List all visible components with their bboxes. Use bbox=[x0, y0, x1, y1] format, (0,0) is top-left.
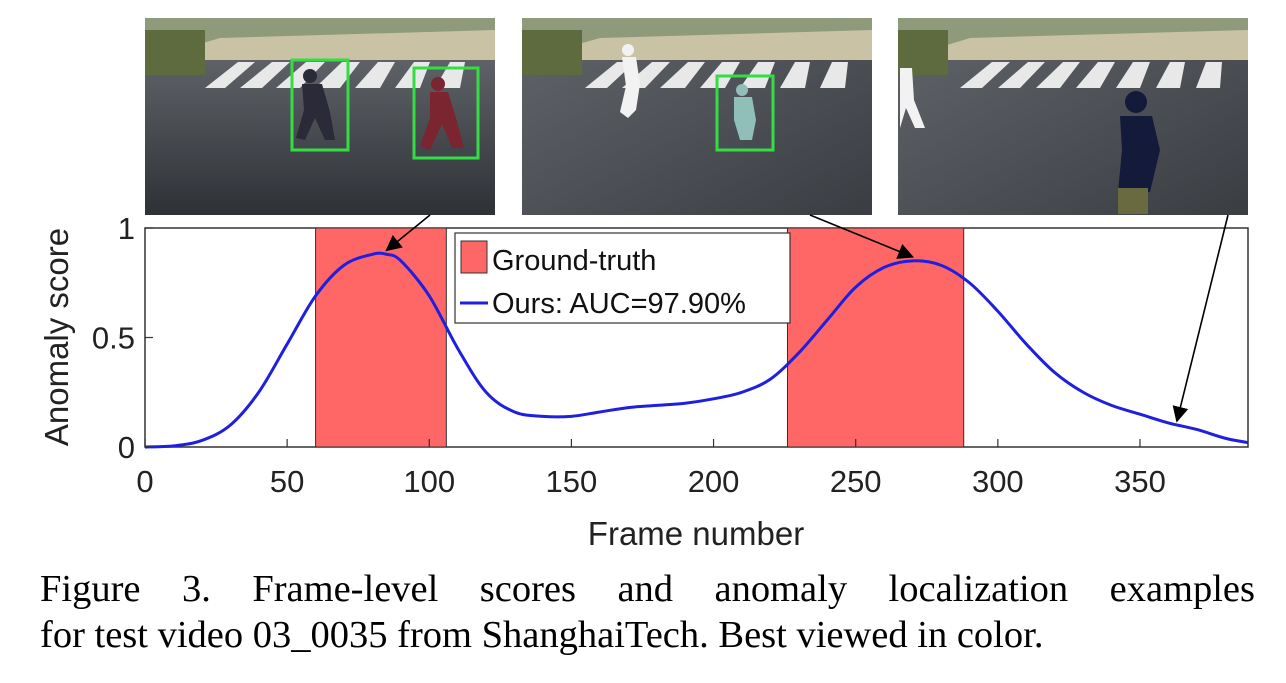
frame-image-2 bbox=[522, 18, 872, 215]
caption-line-2: for test video 03_0035 from ShanghaiTech… bbox=[40, 614, 1044, 656]
y-axis-ticks: 00.51 bbox=[92, 211, 153, 465]
legend-label-ground-truth: Ground-truth bbox=[492, 245, 656, 277]
x-tick-label: 200 bbox=[688, 464, 740, 499]
annotation-arrows bbox=[385, 214, 1229, 423]
figure-caption: Figure 3. Frame-level scores and anomaly… bbox=[40, 566, 1255, 658]
legend-label-ours: Ours: AUC=97.90% bbox=[492, 288, 746, 320]
ground-truth-band-1 bbox=[315, 227, 447, 448]
annotation-arrow-1 bbox=[385, 214, 431, 252]
chart-svg: 0 50 100 150 200 250 300 350 00.51 Ground-truth… bbox=[38, 18, 1249, 552]
x-axis-title: Frame number bbox=[588, 515, 804, 552]
y-axis-title: Anomaly score bbox=[38, 228, 75, 446]
x-tick-label: 350 bbox=[1114, 464, 1166, 499]
detection-box bbox=[412, 66, 480, 160]
x-tick-label: 100 bbox=[403, 464, 455, 499]
frame-image-1 bbox=[145, 18, 495, 215]
x-tick-label: 50 bbox=[270, 464, 304, 499]
legend: Ground-truth Ours: AUC=97.90% bbox=[454, 232, 791, 324]
y-tick-label: 0 bbox=[118, 430, 135, 465]
annotation-arrow-2 bbox=[809, 214, 915, 259]
detection-box bbox=[290, 58, 350, 152]
frame-image-3 bbox=[898, 18, 1248, 215]
annotation-arrow-3 bbox=[1172, 214, 1229, 423]
series-line-1 bbox=[144, 251, 1249, 449]
legend-swatch-ground-truth bbox=[460, 240, 488, 274]
x-axis-ticks: 0 50 100 150 200 250 300 350 bbox=[136, 439, 1166, 499]
y-tick-label: 0.5 bbox=[92, 321, 135, 356]
x-tick-label: 250 bbox=[830, 464, 882, 499]
x-tick-label: 300 bbox=[972, 464, 1024, 499]
series-layer bbox=[144, 251, 1249, 449]
x-tick-label: 0 bbox=[136, 464, 153, 499]
detection-box bbox=[715, 74, 775, 152]
caption-line-1: Figure 3. Frame-level scores and anomaly… bbox=[40, 568, 1255, 610]
y-tick-label: 1 bbox=[118, 211, 135, 246]
legend-box bbox=[454, 232, 791, 324]
x-tick-label: 150 bbox=[546, 464, 598, 499]
